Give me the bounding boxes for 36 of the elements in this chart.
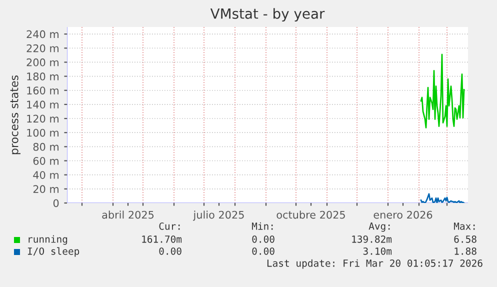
legend-label: I/O sleep [28, 247, 80, 257]
text: 1.88 [454, 247, 476, 255]
text: 6.58 [454, 235, 476, 243]
y-tick-label: 140 m [27, 100, 58, 109]
legend-label: running [28, 235, 68, 245]
y-tick-label: 20 m [33, 185, 58, 194]
y-tick-label: 100 m [27, 128, 58, 137]
text: 0.00 [159, 247, 182, 255]
y-tick-label: 180 m [27, 72, 58, 80]
x-tick-label: abril 2025 [102, 210, 154, 219]
y-tick-label: 60 m [33, 156, 58, 165]
y-tick-label: 0 [53, 199, 59, 208]
line-series [420, 193, 465, 203]
x-tick-label: julio 2025 [193, 210, 244, 221]
y-tick-label: 200 m [26, 58, 58, 66]
text: Last update: Fri Mar 20 01:05:17 2026 [267, 259, 482, 269]
text: Max: [454, 222, 475, 230]
y-axis-title: process states [10, 75, 20, 154]
text: Cur: [159, 222, 180, 230]
chart-title: VMstat - by year [210, 8, 325, 22]
y-tick-label: 40 m [33, 171, 58, 179]
y-tick-label: 80 m [33, 142, 58, 151]
y-tick-label: 120 m [27, 114, 58, 123]
text: Avg: [368, 222, 390, 232]
text: 0.00 [252, 247, 274, 255]
y-tick-label: 220 m [26, 44, 58, 52]
line-series [420, 54, 465, 128]
x-tick-label: enero 2026 [374, 210, 432, 219]
y-tick-label: 160 m [27, 86, 58, 94]
x-tick-label: octubre 2025 [276, 210, 345, 219]
text: 139.82m [352, 235, 392, 243]
text: 0.00 [252, 235, 274, 243]
y-tick-label: 240 m [26, 30, 58, 38]
text: 161.70m [142, 235, 182, 243]
text: Min: [252, 222, 273, 230]
text: 3.10m [363, 247, 392, 255]
